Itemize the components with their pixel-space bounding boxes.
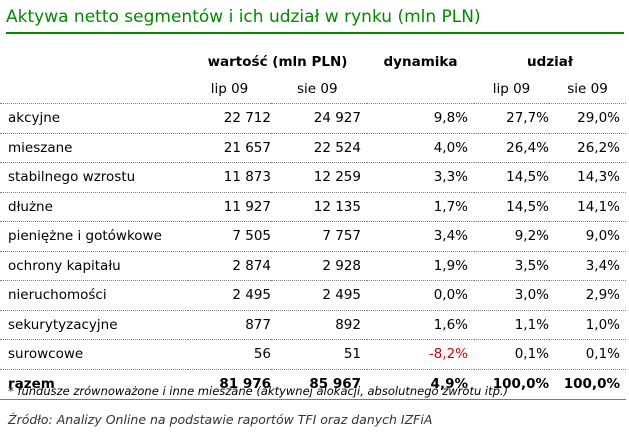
title-underline [6, 32, 624, 34]
total-value-jul: 81 976 [188, 368, 271, 400]
table-title: Aktywa netto segmentów i ich udział w ry… [6, 7, 481, 27]
share-jul: 1,1% [474, 309, 549, 340]
dynamics: 9,8% [367, 103, 474, 133]
dynamics: 1,9% [367, 250, 474, 281]
row-label: dłużne [0, 191, 188, 222]
share-aug: 0,1% [549, 339, 626, 369]
dynamics: 3,4% [367, 221, 474, 251]
total-share-aug: 100,0% [549, 368, 626, 400]
row-label: akcyjne [0, 103, 188, 133]
header-share-aug: sie 09 [567, 80, 608, 97]
value-jul: 7 505 [188, 221, 271, 251]
table-row: dłużne 11 927 12 135 1,7% 14,5% 14,1% [0, 191, 626, 222]
value-aug: 12 259 [271, 162, 367, 192]
value-jul: 21 657 [188, 132, 271, 163]
row-label: nieruchomości [0, 280, 188, 310]
value-jul: 11 927 [188, 191, 271, 222]
dynamics: 4,0% [367, 132, 474, 163]
value-aug: 2 495 [271, 280, 367, 310]
header-row-groups: wartość (mln PLN) dynamika udział [0, 36, 626, 74]
row-label: ochrony kapitału [0, 250, 188, 281]
share-jul: 3,5% [474, 250, 549, 281]
value-aug: 7 757 [271, 221, 367, 251]
share-jul: 0,1% [474, 339, 549, 369]
value-aug: 51 [271, 339, 367, 369]
value-aug: 12 135 [271, 191, 367, 222]
value-jul: 2 495 [188, 280, 271, 310]
table-row: stabilnego wzrostu 11 873 12 259 3,3% 14,5% 1… [0, 162, 626, 192]
row-label: mieszane [0, 132, 188, 163]
value-jul: 2 874 [188, 250, 271, 281]
header-share-group: udział [527, 54, 573, 70]
row-label: stabilnego wzrostu [0, 162, 188, 192]
dynamics: 0,0% [367, 280, 474, 310]
total-value-aug: 85 967 [271, 368, 367, 400]
share-aug: 26,2% [549, 132, 626, 163]
table-row: akcyjne 22 712 24 927 9,8% 27,7% 29,0% [0, 103, 626, 133]
dynamics: 3,3% [367, 162, 474, 192]
row-label: pieniężne i gotówkowe [0, 221, 188, 251]
table-row: pieniężne i gotówkowe 7 505 7 757 3,4% 9,2% 9… [0, 221, 626, 251]
share-aug: 1,0% [549, 309, 626, 340]
share-aug: 14,1% [549, 191, 626, 222]
dynamics: 1,6% [367, 309, 474, 340]
header-row-periods: lip 09 sie 09 lip 09 sie 09 [0, 74, 626, 104]
table-row: mieszane 21 657 22 524 4,0% 26,4% 26,2% [0, 132, 626, 163]
total-dynamics: 4,9% [367, 368, 474, 400]
table-row: nieruchomości 2 495 2 495 0,0% 3,0% 2,9% [0, 280, 626, 310]
share-aug: 2,9% [549, 280, 626, 310]
total-share-jul: 100,0% [474, 368, 549, 400]
header-value-jul: lip 09 [210, 80, 249, 97]
share-jul: 9,2% [474, 221, 549, 251]
header-value-aug: sie 09 [297, 80, 338, 97]
segments-table: wartość (mln PLN) dynamika udział lip 09… [0, 36, 626, 400]
share-jul: 14,5% [474, 162, 549, 192]
header-empty [0, 74, 188, 104]
value-aug: 24 927 [271, 103, 367, 133]
value-jul: 22 712 [188, 103, 271, 133]
table-row: ochrony kapitału 2 874 2 928 1,9% 3,5% 3,4% [0, 250, 626, 281]
dynamics: 1,7% [367, 191, 474, 222]
share-aug: 29,0% [549, 103, 626, 133]
source-note: Źródło: Analizy Online na podstawie rapo… [8, 412, 433, 427]
share-aug: 14,3% [549, 162, 626, 192]
table-row: sekurytyzacyjne 877 892 1,6% 1,1% 1,0% [0, 309, 626, 340]
total-label: razem [0, 368, 188, 400]
row-label: sekurytyzacyjne [0, 309, 188, 340]
value-aug: 2 928 [271, 250, 367, 281]
value-jul: 877 [188, 309, 271, 340]
table-row: surowcowe 56 51 -8,2% 0,1% 0,1% [0, 339, 626, 369]
share-jul: 14,5% [474, 191, 549, 222]
value-jul: 11 873 [188, 162, 271, 192]
header-empty [367, 74, 474, 104]
footnote: * fundusze zrównoważone i inne mieszane … [8, 384, 509, 398]
dynamics: -8,2% [367, 339, 474, 369]
share-aug: 9,0% [549, 221, 626, 251]
row-label: surowcowe [0, 339, 188, 369]
header-share-jul: lip 09 [492, 80, 531, 97]
share-jul: 26,4% [474, 132, 549, 163]
table-body: akcyjne 22 712 24 927 9,8% 27,7% 29,0% mieszan… [0, 103, 626, 369]
value-aug: 892 [271, 309, 367, 340]
value-jul: 56 [188, 339, 271, 369]
header-value-group: wartość (mln PLN) [207, 54, 348, 70]
total-row: razem 81 976 85 967 4,9% 100,0% 100,0% [0, 368, 626, 400]
share-jul: 3,0% [474, 280, 549, 310]
header-dynamics: dynamika [383, 54, 458, 70]
value-aug: 22 524 [271, 132, 367, 163]
share-jul: 27,7% [474, 103, 549, 133]
header-empty [0, 36, 188, 74]
share-aug: 3,4% [549, 250, 626, 281]
